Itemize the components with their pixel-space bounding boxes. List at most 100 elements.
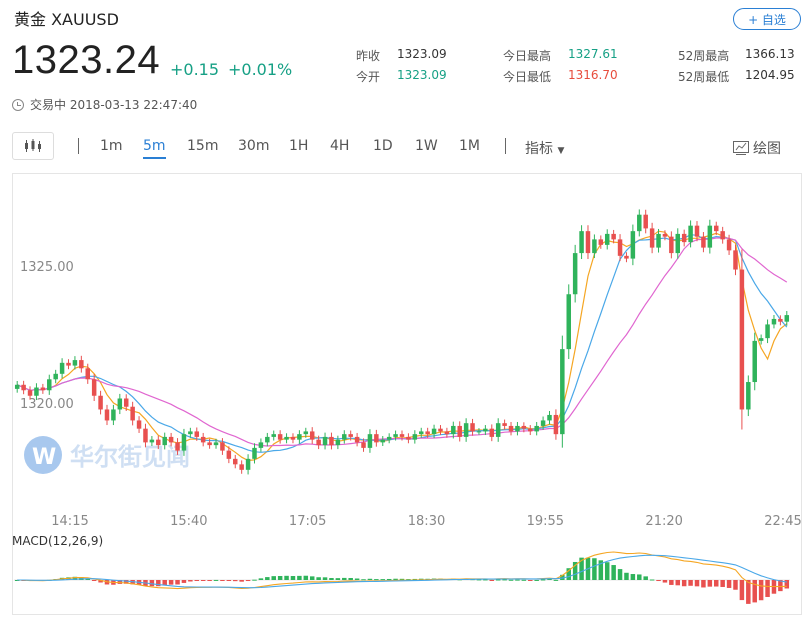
- candle-body: [207, 442, 212, 446]
- macd-bar: [239, 580, 244, 582]
- day-low-label: 今日最低: [503, 70, 552, 84]
- candle-body: [412, 434, 418, 440]
- macd-bar: [726, 580, 732, 588]
- macd-bar: [277, 575, 283, 580]
- candle-body: [778, 318, 783, 322]
- candle-body: [675, 233, 681, 254]
- prev-close-value: 1323.09: [397, 47, 447, 61]
- macd-bar: [72, 576, 78, 580]
- macd-bar: [162, 580, 167, 586]
- candle-body: [329, 436, 334, 446]
- timeframe-30m[interactable]: 30m: [238, 138, 270, 154]
- candle-body: [85, 368, 90, 380]
- timeframe-1d[interactable]: 1D: [373, 138, 393, 154]
- candle-body: [284, 436, 289, 440]
- macd-bar: [181, 580, 187, 583]
- x-tick-label: 15:40: [170, 514, 207, 529]
- candle-body: [752, 340, 757, 383]
- candle-body: [637, 214, 642, 232]
- candle-body: [14, 384, 20, 389]
- macd-bar: [149, 580, 155, 587]
- candle-body: [47, 379, 52, 391]
- candle-body: [342, 434, 347, 440]
- ma5-line: [16, 230, 788, 462]
- candle-body: [303, 431, 309, 435]
- candle-body: [547, 414, 552, 421]
- candle-body: [226, 450, 232, 459]
- macd-bar: [540, 579, 546, 581]
- macd-bar: [194, 580, 200, 581]
- chart-frame: [12, 173, 802, 615]
- candle-body: [572, 253, 578, 295]
- caret-down-icon: ▼: [557, 146, 565, 156]
- candlestick-type-button[interactable]: [12, 132, 54, 160]
- candle-body: [265, 436, 270, 443]
- macd-bar: [720, 580, 725, 587]
- macd-bar: [399, 578, 405, 580]
- timeframe-15m[interactable]: 15m: [187, 138, 219, 154]
- macd-bar: [502, 579, 507, 581]
- timeframe-5m[interactable]: 5m: [143, 138, 166, 159]
- macd-bar: [329, 578, 334, 580]
- candle-body: [592, 239, 597, 254]
- candle-body: [630, 231, 636, 259]
- candle-body: [649, 228, 655, 248]
- candle-body: [91, 379, 97, 396]
- draw-button[interactable]: 绘图: [733, 138, 781, 158]
- x-tick-label: 21:20: [645, 514, 682, 529]
- candle-body: [136, 420, 142, 429]
- macd-bar: [681, 580, 687, 587]
- candle-body: [643, 214, 648, 229]
- timeframe-1m[interactable]: 1m: [100, 138, 123, 154]
- macd-bar: [714, 580, 719, 587]
- macd-dea-line: [17, 554, 787, 589]
- candle-body: [758, 338, 764, 341]
- macd-bar: [207, 580, 212, 581]
- candle-body: [380, 439, 386, 443]
- macd-bar: [309, 576, 315, 580]
- macd-bar: [528, 580, 533, 581]
- indicator-dropdown[interactable]: 指标 ▼: [525, 138, 564, 158]
- day-low-value: 1316.70: [568, 68, 618, 82]
- macd-bar: [258, 578, 264, 580]
- macd-bar: [361, 579, 366, 581]
- timeframe-4h[interactable]: 4H: [330, 138, 350, 154]
- last-price: 1323.24: [12, 38, 161, 82]
- macd-bar: [649, 579, 655, 581]
- macd-bar: [611, 565, 616, 580]
- macd-bar: [669, 580, 674, 585]
- macd-bar: [765, 580, 770, 597]
- macd-bar: [515, 579, 520, 581]
- macd-bar: [226, 580, 232, 581]
- add-watchlist-button[interactable]: + 自选: [733, 8, 801, 30]
- candle-body: [188, 431, 193, 435]
- candle-body: [406, 436, 411, 440]
- candle-body: [374, 434, 379, 443]
- candle-body: [444, 431, 450, 435]
- timeframe-1w[interactable]: 1W: [415, 138, 438, 154]
- macd-bar: [303, 575, 309, 580]
- candle-body: [354, 436, 360, 443]
- timeframe-1m[interactable]: 1M: [459, 138, 480, 154]
- macd-bar: [547, 578, 552, 580]
- w52-low-value: 1204.95: [745, 68, 795, 82]
- macd-bar: [213, 579, 219, 581]
- x-tick-label: 14:15: [51, 514, 88, 529]
- candle-body: [175, 442, 180, 451]
- macd-bar: [168, 580, 174, 585]
- macd-bar: [175, 580, 180, 585]
- macd-bar: [495, 579, 501, 581]
- clock-icon: [12, 98, 24, 111]
- macd-bar: [553, 579, 559, 581]
- macd-bar: [637, 574, 642, 580]
- macd-bar: [233, 580, 238, 582]
- x-tick-label: 17:05: [289, 514, 326, 529]
- timeframe-1h[interactable]: 1H: [289, 138, 309, 154]
- candle-body: [694, 225, 700, 237]
- trading-status-text: 交易中 2018-03-13 22:47:40: [30, 98, 198, 112]
- candle-body: [508, 425, 514, 432]
- candle-body: [297, 434, 302, 440]
- macd-bar: [630, 574, 636, 580]
- macd-bar: [662, 580, 668, 583]
